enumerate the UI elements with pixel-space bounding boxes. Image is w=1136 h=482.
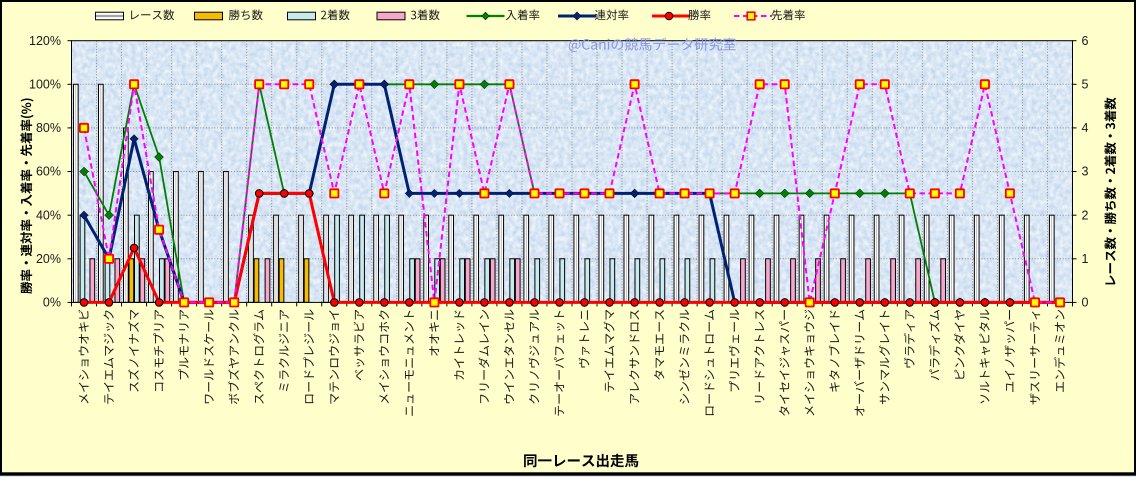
svg-text:100%: 100% bbox=[29, 78, 61, 92]
svg-text:3: 3 bbox=[1082, 165, 1089, 179]
svg-text:0: 0 bbox=[1082, 296, 1089, 310]
svg-text:40%: 40% bbox=[36, 208, 61, 222]
svg-text:1: 1 bbox=[1082, 252, 1089, 266]
svg-text:0%: 0% bbox=[43, 296, 61, 310]
svg-text:2: 2 bbox=[1082, 208, 1089, 222]
svg-text:5: 5 bbox=[1082, 78, 1089, 92]
svg-text:120%: 120% bbox=[29, 34, 61, 48]
svg-text:4: 4 bbox=[1082, 121, 1089, 135]
svg-text:20%: 20% bbox=[36, 252, 61, 266]
svg-text:60%: 60% bbox=[36, 165, 61, 179]
svg-text:6: 6 bbox=[1082, 34, 1089, 48]
svg-text:80%: 80% bbox=[36, 121, 61, 135]
